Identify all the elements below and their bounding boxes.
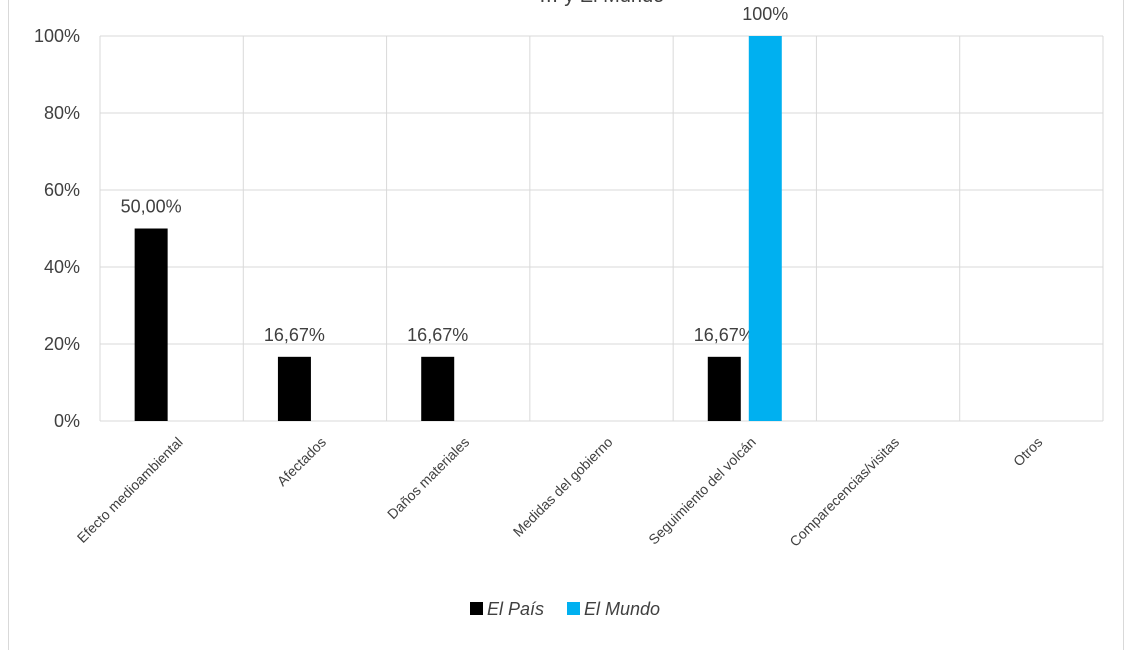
- x-tick-label: Afectados: [274, 434, 329, 489]
- bar-el-pais: [708, 357, 741, 421]
- chart-title: … y El Mundo: [539, 0, 665, 7]
- bar-el-mundo: [749, 36, 782, 421]
- bar-el-pais: [135, 229, 168, 422]
- data-label: 50,00%: [121, 197, 182, 217]
- y-tick-label: 80%: [44, 103, 80, 123]
- legend-label: El Mundo: [584, 599, 660, 619]
- data-label: 16,67%: [694, 325, 755, 345]
- legend-swatch-el-mundo: [567, 602, 580, 615]
- data-label: 100%: [742, 4, 788, 24]
- x-tick-label: Efecto medioambiental: [74, 434, 186, 546]
- legend-label: El País: [487, 599, 544, 619]
- bar-el-pais: [421, 357, 454, 421]
- x-tick-label: Comparecencias/visitas: [786, 434, 902, 550]
- y-tick-label: 40%: [44, 257, 80, 277]
- data-label: 16,67%: [264, 325, 325, 345]
- y-tick-label: 20%: [44, 334, 80, 354]
- bar-el-pais: [278, 357, 311, 421]
- x-tick-label: Otros: [1010, 434, 1046, 470]
- y-tick-label: 100%: [34, 26, 80, 46]
- legend-swatch-el-pais: [470, 602, 483, 615]
- data-label: 16,67%: [407, 325, 468, 345]
- y-tick-label: 60%: [44, 180, 80, 200]
- x-tick-label: Daños materiales: [384, 434, 472, 522]
- x-tick-label: Medidas del gobierno: [510, 434, 616, 540]
- y-tick-label: 0%: [54, 411, 80, 431]
- x-tick-label: Seguimiento del volcán: [645, 434, 759, 548]
